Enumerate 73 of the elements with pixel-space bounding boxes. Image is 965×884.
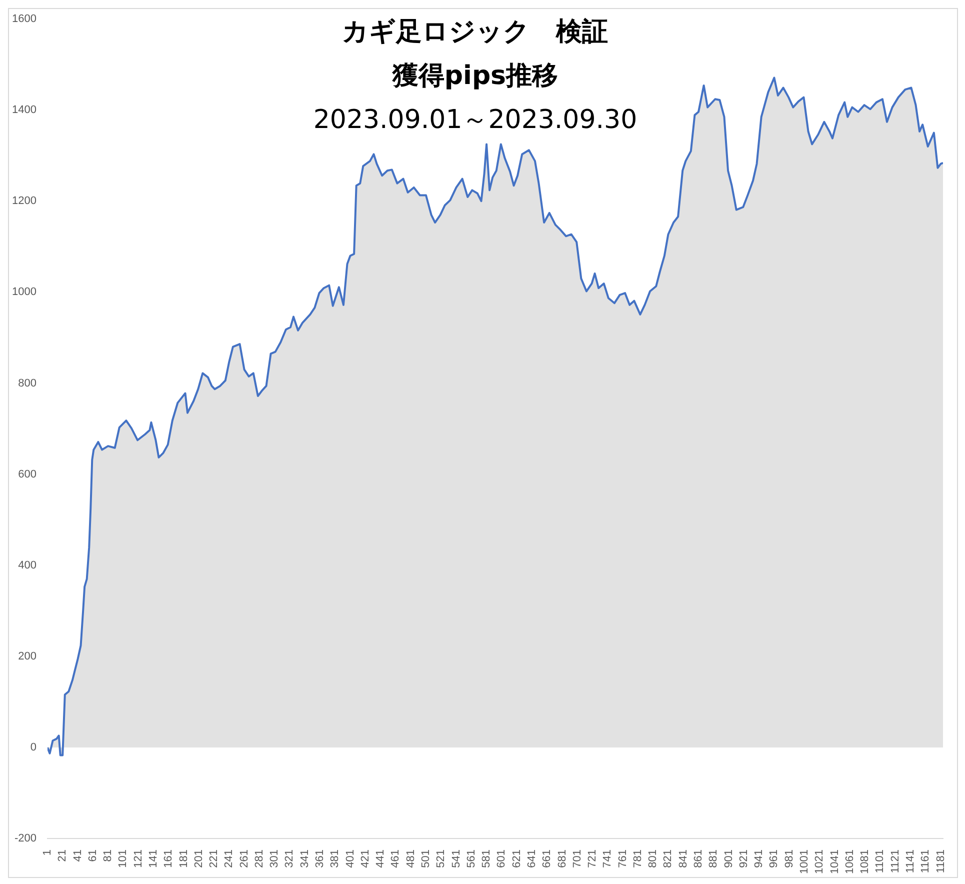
x-tick-label: 741 bbox=[602, 850, 614, 868]
x-tick-label: 1 bbox=[42, 850, 54, 856]
x-tick-label: 661 bbox=[541, 850, 554, 868]
x-tick-label: 421 bbox=[359, 850, 372, 868]
x-tick-label: 1141 bbox=[904, 850, 916, 874]
x-tick-label: 561 bbox=[465, 850, 478, 868]
x-tick-label: 301 bbox=[268, 850, 281, 868]
text: 獲得pips推移 bbox=[391, 60, 558, 91]
x-tick-label: 1001 bbox=[798, 850, 810, 874]
x-tick-label: 1101 bbox=[874, 850, 886, 874]
x-tick-label: 901 bbox=[722, 850, 735, 868]
x-tick-label: 521 bbox=[435, 850, 448, 868]
x-tick-label: 1061 bbox=[844, 850, 856, 874]
x-tick-label: 781 bbox=[632, 850, 644, 868]
x-tick-label: 361 bbox=[314, 850, 326, 868]
x-tick-label: 221 bbox=[208, 850, 220, 868]
x-tick-label: 141 bbox=[147, 850, 160, 868]
x-tick-label: 181 bbox=[178, 850, 190, 868]
x-tick-label: 341 bbox=[298, 850, 311, 868]
x-tick-label: 641 bbox=[526, 850, 538, 868]
x-tick-label: 1041 bbox=[828, 850, 841, 874]
x-tick-label: 21 bbox=[56, 850, 69, 862]
x-tick-label: 241 bbox=[223, 850, 236, 868]
x-tick-label: 841 bbox=[677, 850, 690, 868]
x-tick-label: 861 bbox=[692, 850, 705, 868]
x-tick-label: 441 bbox=[374, 850, 387, 868]
x-tick-label: 401 bbox=[344, 850, 356, 868]
y-tick-label: 800 bbox=[18, 377, 36, 390]
x-tick-label: 81 bbox=[102, 850, 114, 862]
x-tick-label: 1121 bbox=[889, 850, 902, 874]
x-tick-label: 161 bbox=[162, 850, 175, 868]
x-tick-label: 41 bbox=[72, 850, 84, 862]
y-tick-label: 400 bbox=[18, 559, 36, 572]
x-tick-label: 461 bbox=[390, 850, 402, 868]
x-tick-label: 821 bbox=[662, 850, 674, 868]
x-tick-label: 601 bbox=[496, 850, 508, 868]
x-tick-label: 101 bbox=[117, 850, 130, 868]
y-tick-label: 1200 bbox=[12, 195, 36, 208]
x-tick-label: 1181 bbox=[934, 850, 947, 874]
x-tick-label: 481 bbox=[404, 850, 417, 868]
x-tick-label: 881 bbox=[708, 850, 720, 868]
y-tick-label: 600 bbox=[18, 468, 36, 480]
x-tick-label: 801 bbox=[647, 850, 660, 868]
x-tick-label: 581 bbox=[480, 850, 493, 868]
x-tick-label: 201 bbox=[192, 850, 205, 868]
x-tick-label: 681 bbox=[556, 850, 568, 868]
x-tick-label: 1021 bbox=[814, 850, 826, 874]
x-tick-label: 381 bbox=[329, 850, 342, 868]
chart-title: カギ足ロジック 検証 bbox=[342, 16, 608, 47]
x-tick-label: 1161 bbox=[920, 850, 932, 874]
x-tick-label: 61 bbox=[86, 850, 99, 862]
x-tick-label: 121 bbox=[132, 850, 144, 868]
x-tick-label: 961 bbox=[768, 850, 780, 868]
x-tick-label: 701 bbox=[571, 850, 584, 868]
y-tick-label: 1400 bbox=[12, 104, 36, 116]
x-tick-label: 721 bbox=[586, 850, 599, 868]
x-tick-label: 501 bbox=[420, 850, 432, 868]
x-tick-label: 621 bbox=[510, 850, 523, 868]
x-tick-label: 1081 bbox=[859, 850, 872, 874]
x-tick-label: 981 bbox=[783, 850, 796, 868]
y-tick-label: 0 bbox=[30, 742, 36, 754]
x-tick-label: 321 bbox=[284, 850, 296, 868]
x-tick-label: 261 bbox=[238, 850, 250, 868]
annotation: 2023.09.01～2023.09.30 bbox=[313, 104, 638, 135]
x-tick-label: 281 bbox=[253, 850, 266, 868]
y-tick-label: -200 bbox=[14, 832, 36, 845]
x-tick-label: 761 bbox=[616, 850, 629, 868]
x-tick-label: 921 bbox=[738, 850, 750, 868]
y-tick-label: 200 bbox=[18, 650, 36, 662]
x-tick-label: 541 bbox=[450, 850, 462, 868]
y-tick-label: 1600 bbox=[12, 13, 36, 26]
y-tick-label: 1000 bbox=[12, 286, 36, 298]
x-tick-label: 941 bbox=[753, 850, 766, 868]
